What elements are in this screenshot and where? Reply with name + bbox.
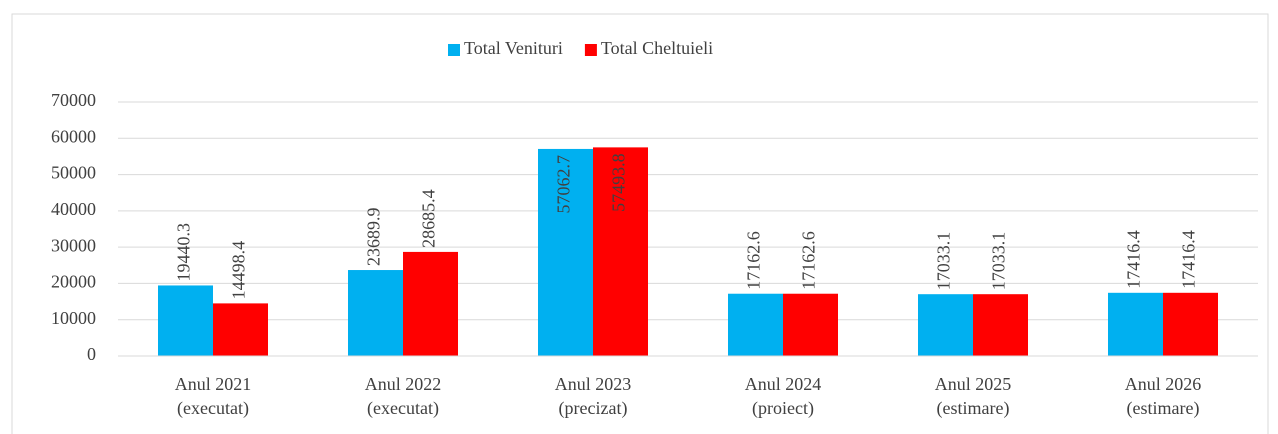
x-tick-label: Anul 2026 [1125, 374, 1202, 394]
bar [213, 303, 268, 356]
legend-label: Total Venituri [464, 38, 563, 58]
x-tick-label: (proiect) [752, 398, 814, 419]
y-tick-label: 20000 [51, 272, 96, 292]
value-label: 17162.6 [744, 231, 764, 290]
bar [728, 293, 783, 356]
value-label: 17416.4 [1124, 230, 1144, 289]
bar [1108, 292, 1163, 356]
y-tick-label: 30000 [51, 235, 96, 255]
legend-swatch [448, 44, 460, 56]
bar [918, 294, 973, 356]
y-tick-label: 50000 [51, 163, 96, 183]
x-tick-label: (estimare) [937, 398, 1010, 419]
bar [973, 294, 1028, 356]
x-tick-label: Anul 2022 [365, 374, 442, 394]
y-tick-label: 0 [87, 344, 96, 364]
value-label: 28685.4 [419, 189, 439, 248]
y-tick-label: 40000 [51, 199, 96, 219]
value-label: 17162.6 [799, 231, 819, 290]
value-label: 23689.9 [364, 208, 384, 267]
value-label: 17033.1 [989, 232, 1009, 291]
y-tick-label: 60000 [51, 126, 96, 146]
value-label: 17033.1 [934, 232, 954, 291]
legend-swatch [584, 44, 597, 56]
x-tick-label: Anul 2021 [175, 374, 252, 394]
legend-label: Total Cheltuieli [601, 38, 713, 58]
value-label: 57062.7 [554, 155, 574, 214]
x-tick-label: Anul 2024 [745, 374, 822, 394]
x-tick-label: (precizat) [559, 398, 628, 419]
x-tick-label: (estimare) [1127, 398, 1200, 419]
x-tick-label: (executat) [367, 398, 439, 419]
value-label: 14498.4 [229, 241, 249, 300]
bar [538, 148, 593, 356]
bar [158, 285, 213, 356]
y-tick-label: 10000 [51, 308, 96, 328]
bar [348, 270, 403, 356]
bar [593, 147, 648, 356]
bar [403, 251, 458, 356]
value-label: 19440.3 [174, 223, 194, 282]
bar [1163, 292, 1218, 356]
x-tick-label: Anul 2023 [555, 374, 632, 394]
y-tick-label: 70000 [51, 90, 96, 110]
bar [783, 293, 838, 356]
x-tick-label: Anul 2025 [935, 374, 1012, 394]
value-label: 57493.8 [609, 153, 629, 212]
value-label: 17416.4 [1179, 230, 1199, 289]
x-tick-label: (executat) [177, 398, 249, 419]
